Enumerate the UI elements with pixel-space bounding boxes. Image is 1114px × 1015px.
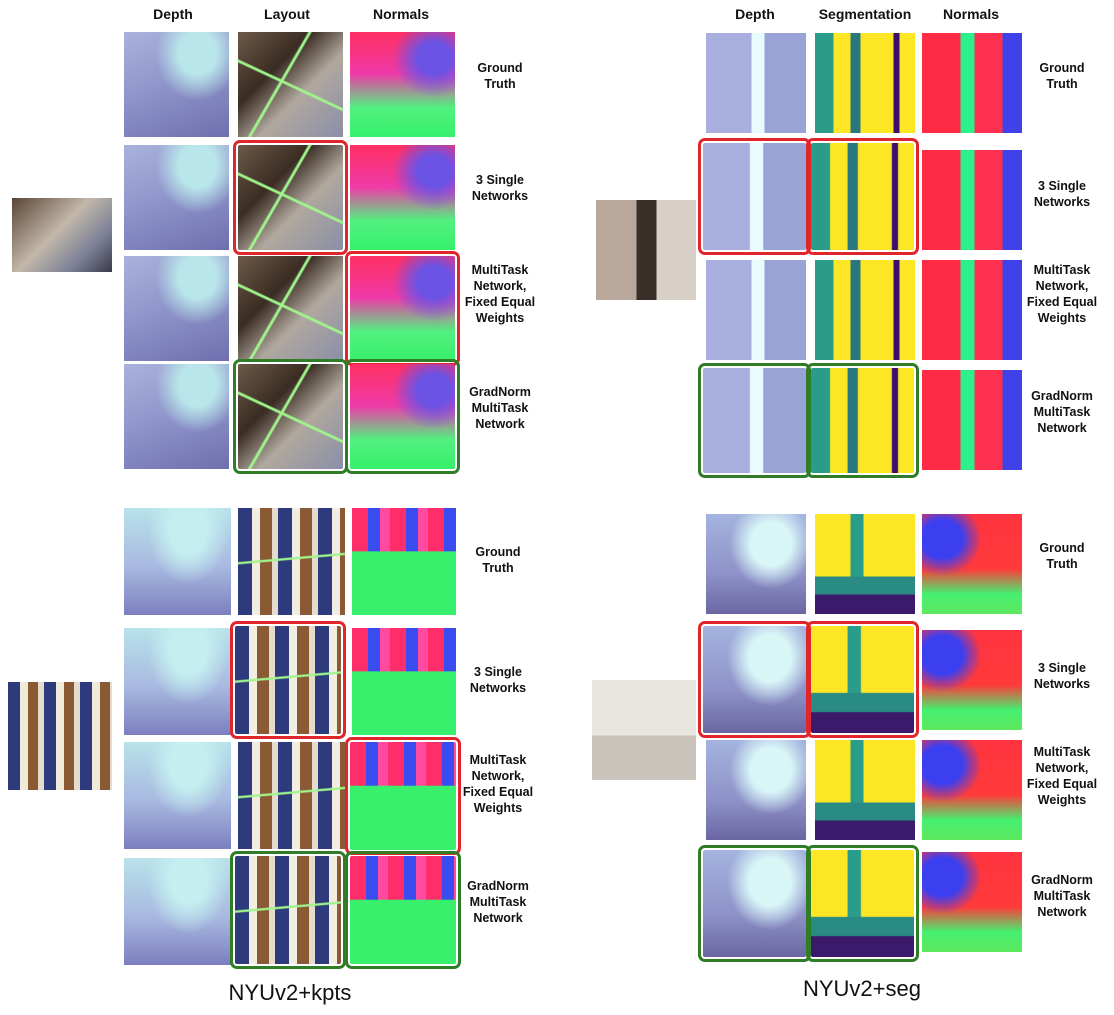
caption-seg: NYUv2+seg [802, 976, 921, 1001]
br-fixed-normals [922, 740, 1022, 840]
tr-col-depth: Depth [735, 6, 775, 22]
tl-gt-layout [238, 32, 343, 137]
tl-gradnorm-depth [124, 364, 229, 469]
br-row-label-single: 3 Single Networks [1033, 661, 1091, 691]
input-image-kitchen [12, 198, 112, 272]
bl-fixed-depth [124, 742, 231, 849]
tr-gt-normals [922, 33, 1022, 133]
bl-gradnorm-normals [345, 851, 461, 969]
bl-row-label-gradnorm: GradNorm MultiTask Network [467, 879, 529, 925]
br-gt-seg [815, 514, 915, 614]
tr-gt-depth [706, 33, 806, 133]
tr-row-label-gt: Ground Truth [1039, 61, 1085, 91]
tl-fixed-depth [124, 256, 229, 361]
br-fixed-depth [706, 740, 806, 840]
bl-fixed-layout [238, 742, 345, 849]
input-image-bedroom [592, 680, 696, 780]
tl-fixed-layout [238, 256, 343, 361]
br-single-depth [698, 621, 811, 738]
bl-gt-normals [352, 508, 456, 615]
br-gradnorm-normals [922, 852, 1022, 952]
tl-row-label-single: 3 Single Networks [471, 173, 529, 203]
bl-single-normals [352, 628, 456, 735]
bl-row-label-single: 3 Single Networks [469, 665, 527, 695]
tr-col-seg: Segmentation [818, 6, 912, 22]
br-gt-normals [922, 514, 1022, 614]
tr-fixed-normals [922, 260, 1022, 360]
tr-single-seg [806, 138, 919, 255]
tr-single-depth [698, 138, 811, 255]
tl-gt-depth [124, 32, 229, 137]
tr-row-label-fixed: MultiTask Network, Fixed Equal Weights [1026, 263, 1098, 325]
tl-single-depth [124, 145, 229, 250]
tr-row-label-gradnorm: GradNorm MultiTask Network [1031, 389, 1093, 435]
tr-fixed-depth [706, 260, 806, 360]
br-gt-depth [706, 514, 806, 614]
br-single-seg [806, 621, 919, 738]
tr-gt-seg [815, 33, 915, 133]
tl-single-normals [350, 145, 455, 250]
bl-row-label-gt: Ground Truth [475, 545, 521, 575]
tr-single-normals [922, 150, 1022, 250]
tr-fixed-seg [815, 260, 915, 360]
bl-row-label-fixed: MultiTask Network, Fixed Equal Weights [462, 753, 534, 815]
tr-gradnorm-seg [806, 363, 919, 478]
tl-row-label-gradnorm: GradNorm MultiTask Network [469, 385, 531, 431]
br-gradnorm-seg [806, 845, 919, 962]
tl-gradnorm-layout [233, 359, 348, 474]
bl-gt-layout [238, 508, 345, 615]
tl-row-label-fixed: MultiTask Network, Fixed Equal Weights [464, 263, 536, 325]
tr-row-label-single: 3 Single Networks [1033, 179, 1091, 209]
tl-gradnorm-normals [345, 359, 460, 474]
br-row-label-gradnorm: GradNorm MultiTask Network [1031, 873, 1093, 919]
br-single-normals [922, 630, 1022, 730]
bl-single-layout [230, 621, 346, 739]
tl-gt-normals [350, 32, 455, 137]
tl-row-label-gt: Ground Truth [477, 61, 523, 91]
bl-gt-depth [124, 508, 231, 615]
bl-gradnorm-layout [230, 851, 346, 969]
tr-gradnorm-normals [922, 370, 1022, 470]
tr-col-normals: Normals [942, 6, 1000, 22]
br-row-label-fixed: MultiTask Network, Fixed Equal Weights [1026, 745, 1098, 807]
tl-single-layout [233, 140, 348, 255]
tr-gradnorm-depth [698, 363, 811, 478]
bl-gradnorm-depth [124, 858, 231, 965]
tl-col-depth: Depth [153, 6, 193, 22]
bl-fixed-normals [345, 737, 461, 855]
caption-kpts: NYUv2+kpts [228, 980, 352, 1005]
tl-col-layout: Layout [264, 6, 310, 22]
tl-fixed-normals [345, 251, 460, 366]
br-fixed-seg [815, 740, 915, 840]
input-image-classroom [8, 682, 112, 790]
bl-single-depth [124, 628, 231, 735]
input-image-hallway [596, 200, 696, 300]
tl-col-normals: Normals [372, 6, 430, 22]
br-gradnorm-depth [698, 845, 811, 962]
br-row-label-gt: Ground Truth [1039, 541, 1085, 571]
